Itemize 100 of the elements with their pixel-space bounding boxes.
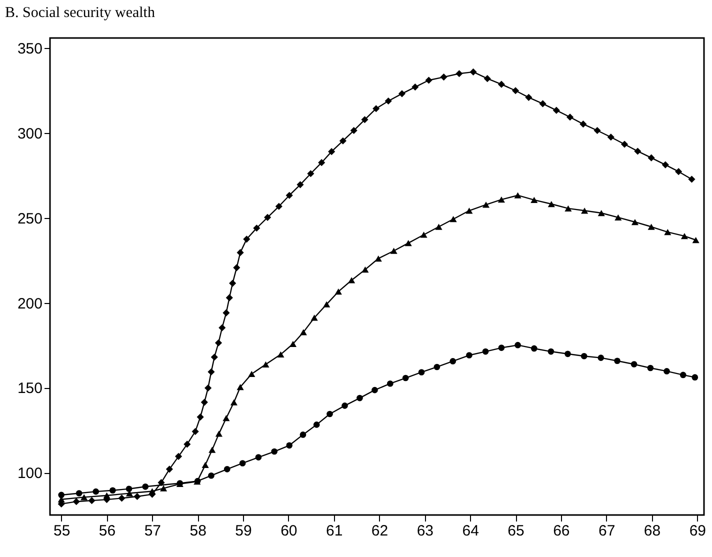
x-tick-label: 61 — [326, 522, 343, 540]
point — [200, 398, 208, 406]
point — [184, 440, 191, 448]
point — [339, 137, 346, 144]
point — [342, 402, 348, 409]
point — [300, 329, 307, 336]
point — [418, 369, 425, 376]
point — [412, 84, 419, 91]
point — [482, 202, 490, 208]
point — [456, 70, 463, 78]
point — [372, 105, 380, 112]
point — [466, 352, 472, 358]
point — [564, 350, 571, 358]
point — [450, 358, 456, 364]
point — [530, 345, 538, 352]
point — [110, 487, 116, 494]
x-tick-label: 65 — [508, 522, 524, 540]
point — [614, 214, 622, 220]
point — [160, 485, 168, 492]
point — [166, 466, 173, 473]
point — [208, 472, 214, 479]
point — [328, 148, 336, 156]
point — [226, 294, 233, 302]
point — [248, 370, 256, 377]
point — [323, 301, 330, 308]
point — [310, 314, 318, 321]
point — [210, 354, 218, 361]
point — [275, 202, 282, 210]
point — [296, 181, 304, 188]
point — [498, 80, 505, 88]
point — [277, 351, 284, 358]
point — [202, 462, 209, 468]
point — [581, 208, 588, 214]
point — [664, 368, 670, 374]
point — [662, 161, 669, 168]
point — [525, 94, 532, 101]
point — [435, 224, 442, 230]
point — [372, 386, 378, 394]
point — [692, 374, 698, 380]
point — [72, 498, 80, 506]
point — [387, 380, 394, 387]
x-tick-label: 68 — [644, 522, 661, 540]
point — [404, 240, 412, 246]
point — [498, 196, 505, 203]
x-tick-label: 59 — [235, 522, 252, 540]
chart-title: B. Social security wealth — [5, 5, 156, 21]
point — [425, 76, 432, 84]
point — [548, 348, 554, 355]
point — [103, 492, 110, 499]
point — [402, 374, 409, 382]
x-tick-label: 67 — [598, 522, 616, 540]
point — [634, 148, 642, 155]
point — [552, 106, 560, 114]
point — [594, 126, 601, 134]
point — [218, 324, 226, 332]
point — [204, 384, 212, 392]
point — [361, 116, 368, 124]
x-tick-label: 62 — [371, 522, 388, 540]
point — [174, 452, 182, 460]
point — [482, 348, 489, 355]
point — [229, 280, 236, 287]
point — [313, 422, 320, 428]
point — [118, 494, 126, 502]
point — [362, 266, 369, 273]
point — [262, 361, 270, 368]
point — [374, 255, 382, 262]
point — [236, 384, 244, 390]
point — [300, 432, 306, 438]
point — [566, 114, 574, 121]
point — [664, 228, 672, 236]
point — [688, 176, 696, 183]
point — [470, 68, 477, 76]
point — [88, 497, 96, 504]
point — [384, 97, 392, 105]
point — [318, 159, 326, 166]
point — [631, 218, 639, 226]
point — [564, 205, 572, 212]
point — [498, 344, 505, 351]
point — [307, 170, 314, 178]
point — [548, 200, 555, 208]
point — [208, 446, 216, 453]
point — [326, 410, 333, 418]
x-tick-label: 55 — [54, 522, 70, 540]
point — [92, 488, 100, 495]
point — [76, 490, 82, 496]
point — [271, 448, 278, 455]
point — [215, 430, 222, 437]
point — [607, 134, 614, 141]
point — [348, 277, 356, 284]
point — [196, 414, 204, 421]
x-tick-label: 66 — [553, 522, 570, 540]
x-tick-label: 69 — [689, 522, 706, 540]
point — [420, 232, 428, 238]
x-tick-label: 64 — [462, 522, 479, 540]
y-tick-label: 200 — [17, 295, 42, 312]
point — [356, 394, 363, 402]
point — [58, 492, 65, 498]
point — [466, 208, 473, 214]
point — [484, 75, 491, 82]
x-tick-label: 58 — [190, 522, 206, 540]
